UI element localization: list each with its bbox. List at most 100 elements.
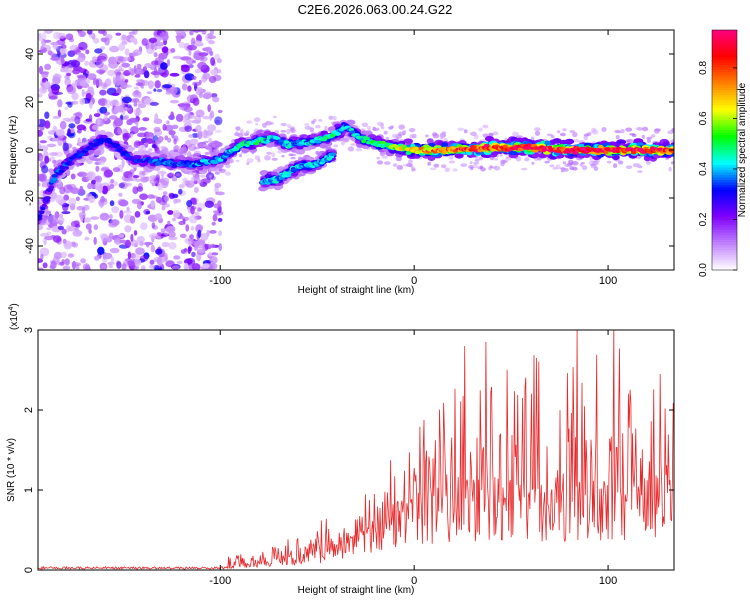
noise-speckle — [89, 100, 93, 109]
noise-speckle — [42, 262, 48, 269]
noise-speckle — [149, 259, 155, 265]
colorbar-tick-label: 0.6 — [698, 111, 709, 125]
haze-speckle — [193, 146, 201, 150]
noise-speckle — [121, 159, 125, 168]
snr-x-tick-label: -100 — [209, 575, 231, 587]
noise-speckle — [64, 78, 71, 86]
noise-speckle — [84, 236, 90, 241]
noise-speckle — [123, 70, 131, 77]
noise-speckle — [186, 200, 193, 207]
noise-speckle — [184, 237, 194, 244]
noise-speckle — [147, 194, 155, 199]
noise-speckle — [167, 137, 172, 143]
noise-speckle — [185, 224, 190, 232]
haze-speckle — [265, 120, 272, 126]
noise-speckle — [84, 78, 91, 84]
noise-speckle — [66, 225, 71, 233]
noise-speckle — [133, 258, 142, 267]
noise-speckle — [207, 104, 211, 113]
haze-speckle — [212, 143, 216, 148]
noise-speckle — [39, 155, 43, 163]
haze-speckle — [470, 131, 477, 136]
noise-speckle — [133, 230, 138, 236]
haze-speckle — [646, 136, 653, 140]
noise-speckle — [64, 106, 69, 111]
noise-speckle — [91, 179, 96, 185]
noise-speckle — [178, 41, 186, 49]
noise-speckle — [130, 132, 134, 137]
haze-speckle — [392, 133, 397, 139]
noise-speckle — [210, 30, 214, 36]
frequency-ridge — [38, 119, 674, 231]
haze-speckle — [667, 130, 674, 135]
haze-speckle — [521, 167, 528, 171]
haze-speckle — [452, 168, 458, 172]
noise-speckle — [54, 73, 59, 78]
haze-speckle — [235, 126, 241, 131]
noise-speckle — [128, 31, 136, 35]
noise-speckle — [154, 213, 162, 221]
snr-x-tick-label: 100 — [599, 575, 617, 587]
haze-speckle — [534, 130, 541, 136]
noise-speckle — [209, 243, 216, 249]
haze-speckle — [169, 172, 173, 177]
noise-speckle — [209, 51, 214, 56]
haze-speckle — [530, 136, 535, 141]
noise-speckle — [85, 223, 92, 230]
haze-speckle — [562, 161, 567, 165]
noise-speckle — [212, 96, 220, 103]
noise-speckle — [93, 236, 97, 245]
noise-speckle — [191, 240, 201, 246]
noise-speckle — [141, 38, 148, 46]
noise-speckle — [188, 134, 194, 138]
noise-speckle — [198, 52, 209, 57]
noise-speckle — [102, 257, 108, 263]
noise-speckle — [184, 125, 192, 132]
noise-speckle — [42, 181, 47, 187]
noise-speckle — [111, 92, 120, 97]
noise-speckle — [70, 173, 76, 180]
noise-speckle — [153, 256, 162, 263]
noise-speckle — [87, 30, 93, 35]
noise-speckle — [150, 70, 160, 76]
noise-speckle — [44, 155, 50, 164]
noise-speckle — [202, 93, 212, 100]
haze-speckle — [494, 165, 501, 171]
haze-speckle — [550, 135, 555, 139]
noise-speckle — [179, 103, 189, 111]
noise-speckle — [87, 86, 94, 94]
ridge-point — [283, 140, 290, 144]
ridge-point — [552, 138, 562, 144]
noise-speckle — [101, 182, 109, 187]
noise-speckle — [157, 267, 163, 270]
noise-speckle — [121, 96, 132, 104]
noise-speckle — [47, 214, 57, 224]
haze-speckle — [473, 161, 480, 165]
noise-speckle — [202, 115, 211, 120]
haze-speckle — [573, 138, 580, 143]
noise-speckle — [72, 68, 81, 75]
haze-speckle — [376, 121, 384, 126]
noise-speckle — [149, 233, 159, 239]
noise-speckle — [169, 72, 180, 77]
ridge-point — [47, 187, 53, 191]
noise-speckle — [99, 89, 107, 96]
haze-speckle — [534, 127, 541, 132]
noise-speckle — [125, 104, 132, 108]
noise-speckle — [121, 62, 130, 68]
noise-speckle — [60, 44, 67, 50]
noise-speckle — [204, 200, 214, 208]
noise-speckle — [135, 178, 141, 182]
haze-speckle — [515, 156, 522, 162]
noise-speckle — [190, 119, 201, 124]
noise-speckle — [156, 88, 163, 93]
haze-speckle — [492, 131, 499, 136]
noise-speckle — [208, 40, 215, 45]
haze-speckle — [242, 132, 248, 135]
haze-speckle — [581, 165, 588, 171]
ridge-point — [426, 138, 434, 144]
noise-speckle — [166, 120, 170, 125]
haze-speckle — [408, 159, 413, 164]
haze-speckle — [488, 166, 492, 171]
